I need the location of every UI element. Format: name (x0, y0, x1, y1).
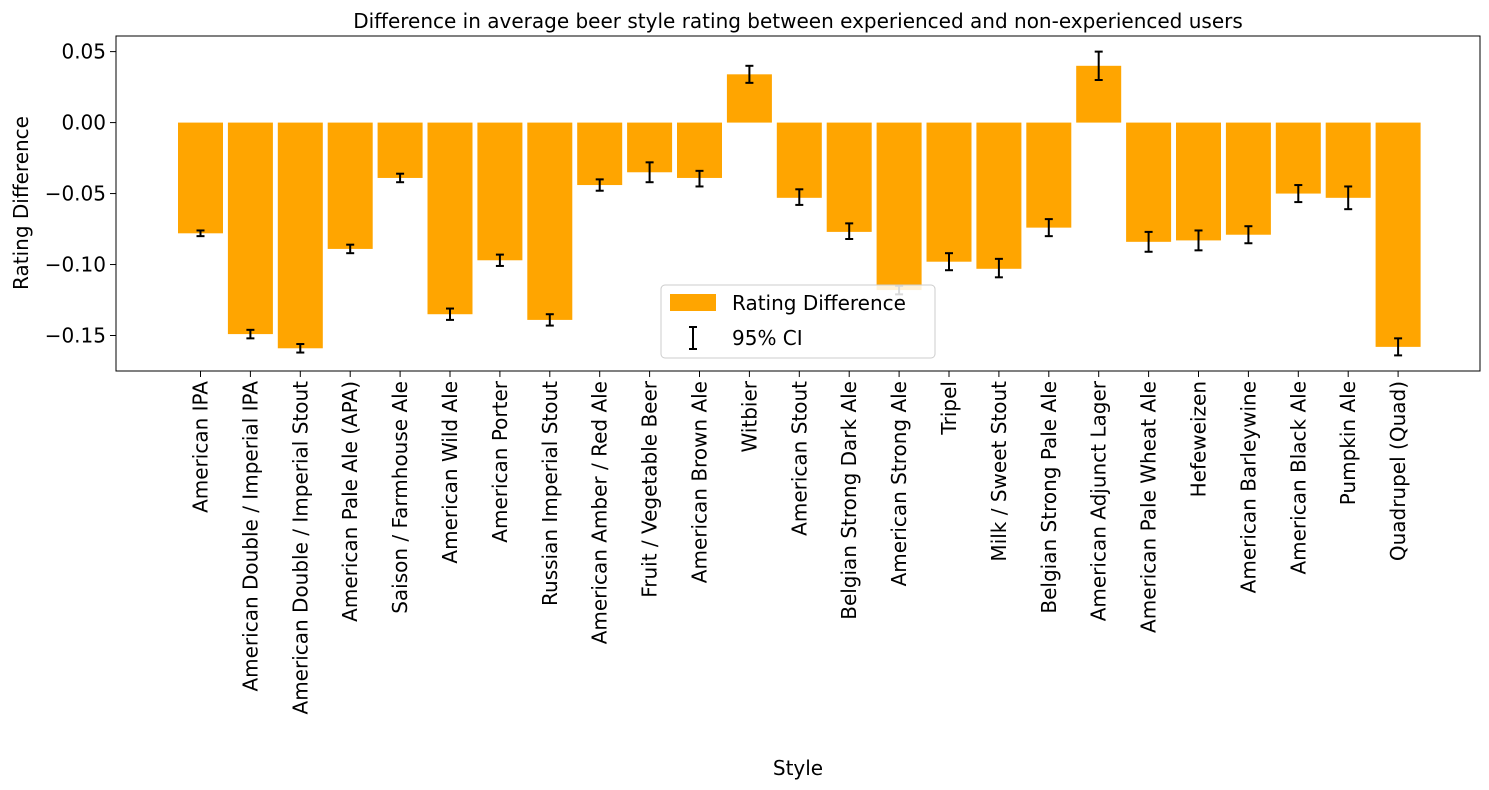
x-tick-label: Saison / Farmhouse Ale (388, 381, 412, 614)
x-tick-label: Quadrupel (Quad) (1386, 381, 1410, 561)
error-bar (296, 343, 305, 354)
error-bar (1094, 50, 1103, 82)
bar (427, 122, 473, 315)
bar (327, 122, 373, 249)
error-bar (1044, 218, 1053, 238)
error-bar (695, 169, 704, 188)
bar (876, 122, 922, 291)
bar (227, 122, 273, 335)
legend: Rating Difference 95% CI (660, 284, 936, 359)
x-tick-label: American Double / Imperial IPA (238, 381, 262, 692)
bar (826, 122, 872, 232)
x-tick-label: American Brown Ale (688, 381, 712, 583)
error-bar (1394, 337, 1403, 357)
legend-label-rating-difference: Rating Difference (732, 291, 906, 315)
error-bar (1194, 229, 1203, 252)
chart-title: Difference in average beer style rating … (353, 9, 1243, 33)
x-tick-label: Hefeweizen (1187, 381, 1211, 497)
bar (1026, 122, 1072, 228)
x-axis-label: Style (773, 756, 823, 780)
bar (1176, 122, 1221, 241)
legend-frame (660, 284, 936, 359)
bar (1275, 122, 1321, 194)
x-tick-label: Milk / Sweet Stout (987, 381, 1011, 562)
bar (926, 122, 972, 262)
error-bar (595, 178, 604, 192)
x-tick-label: American Barleywine (1236, 381, 1260, 593)
error-bar (845, 222, 854, 240)
error-bar (645, 161, 654, 184)
error-bar (1344, 185, 1353, 211)
bar (377, 122, 423, 178)
y-tick-label: 0.00 (61, 111, 106, 135)
legend-swatch-errorbar (689, 326, 697, 350)
x-tick-label: American Black Ale (1286, 381, 1310, 575)
x-tick-label: Russian Imperial Stout (538, 381, 562, 606)
error-bar (346, 243, 355, 255)
bar (577, 122, 623, 186)
error-bar (446, 307, 454, 321)
y-tick-label: −0.10 (45, 253, 106, 277)
error-bar (396, 172, 405, 184)
x-tick-label: American Wild Ale (438, 381, 462, 564)
y-tick-label: 0.05 (61, 40, 106, 64)
y-axis-label: Rating Difference (9, 116, 33, 290)
bar (776, 122, 822, 198)
error-bar (1294, 184, 1303, 204)
bar (277, 122, 323, 349)
error-bar (745, 64, 754, 84)
axes-frame (115, 35, 1481, 372)
x-tick-label: Pumpkin Ale (1336, 381, 1360, 505)
error-bar (495, 253, 504, 267)
error-bar (994, 257, 1003, 279)
bar (178, 122, 223, 234)
x-tick-label: Witbier (737, 380, 761, 452)
error-bar (1244, 225, 1253, 245)
x-tick-label: Belgian Strong Dark Ale (837, 381, 861, 620)
bar (1225, 122, 1271, 235)
x-tick-label: Belgian Strong Pale Ale (1037, 381, 1061, 614)
x-tick-label: American Stout (787, 381, 811, 536)
x-tick-label: American Double / Imperial Stout (288, 381, 312, 715)
x-tick-label: Tripel (937, 381, 961, 436)
y-tick-label: −0.15 (45, 324, 106, 348)
bar (677, 122, 722, 178)
x-tick-label: Fruit / Vegetable Beer (638, 380, 662, 598)
x-tick-label: American IPA (189, 381, 213, 513)
x-tick-label: American Porter (488, 380, 512, 542)
bar (477, 122, 523, 261)
error-bar (246, 328, 255, 340)
error-bar (795, 188, 804, 206)
bar (1375, 122, 1421, 347)
y-tick-label: −0.05 (45, 182, 106, 206)
bar (527, 122, 573, 320)
error-bar (1144, 230, 1153, 253)
x-tick-label: American Amber / Red Ale (588, 381, 612, 644)
legend-swatch-bar (670, 294, 716, 311)
x-tick-label: American Pale Ale (APA) (338, 381, 362, 622)
x-tick-label: American Strong Ale (887, 381, 911, 586)
error-bar (545, 313, 554, 327)
plot-area (178, 50, 1421, 357)
error-bar (196, 229, 205, 238)
bar (1126, 122, 1172, 242)
bar (976, 122, 1022, 269)
bar (1325, 122, 1371, 198)
x-tick-label: American Pale Wheat Ale (1137, 381, 1161, 633)
x-tick-label: American Adjunct Lager (1087, 380, 1111, 621)
error-bar (945, 252, 953, 272)
legend-label-ci: 95% CI (732, 326, 803, 350)
